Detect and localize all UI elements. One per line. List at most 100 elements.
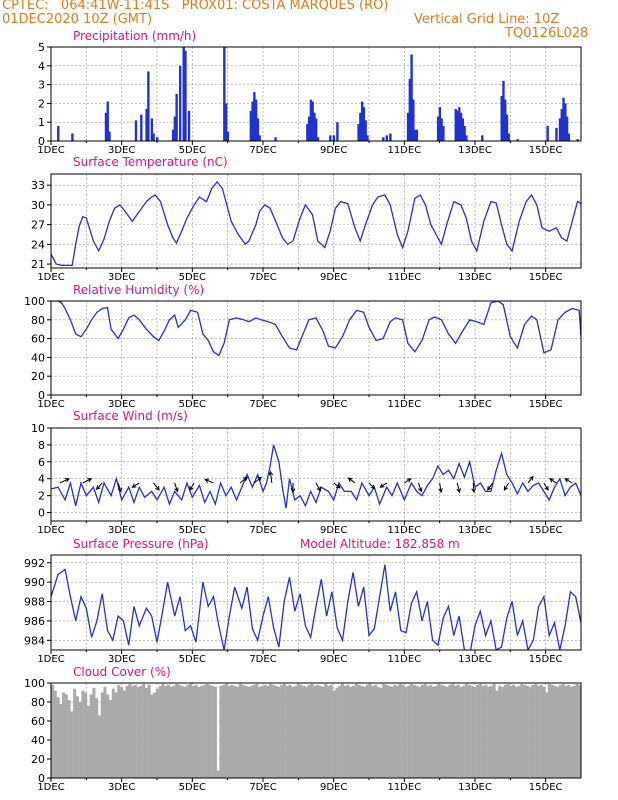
wind-arrow (543, 482, 549, 491)
y-tick-label: 21 (31, 258, 45, 271)
cloud-bar (525, 685, 529, 778)
cloud-bar (412, 684, 416, 778)
x-tick-label: 13DEC (458, 782, 492, 793)
cloud-bar (440, 684, 444, 778)
precip-bar (145, 109, 148, 141)
precip-bar (150, 118, 154, 141)
cloud-bar (51, 684, 55, 778)
cloud-bar (368, 683, 372, 778)
cloud-bar (139, 685, 143, 778)
x-tick-label: 15DEC (529, 399, 563, 410)
wind-arrow-head (316, 486, 321, 492)
wind-arrow-head (290, 488, 296, 494)
x-tick-label: 1DEC (37, 525, 64, 536)
precip-bar (502, 80, 505, 141)
cloud-bar (111, 688, 115, 778)
x-tick-label: 7DEC (249, 525, 276, 536)
cloud-bar (131, 685, 135, 778)
cloud-bar (539, 684, 543, 778)
y-tick-label: 40 (31, 351, 45, 364)
y-tick-label: 986 (24, 615, 45, 628)
y-tick-label: 33 (31, 179, 45, 192)
cloud-bar (462, 685, 466, 778)
wind-arrow (132, 482, 140, 488)
precip-bar (156, 137, 159, 141)
cloud-bar (227, 685, 231, 778)
precip-bar (187, 110, 191, 141)
wind-arrow (503, 482, 509, 491)
cloud-bar (164, 685, 168, 778)
wind-arrow-head (131, 483, 137, 488)
cloud-bar (536, 685, 540, 778)
cloud-bar (175, 683, 179, 778)
y-tick-label: 24 (31, 238, 45, 251)
cloud-bar (147, 684, 151, 778)
panel-5: 984 986 988 990 992 1DEC 3DEC 5DEC 7DEC 9DEC 11DEC… (24, 537, 582, 665)
cloud-bar (409, 683, 413, 778)
x-tick-label: 15DEC (529, 654, 563, 665)
cloud-bar (451, 683, 455, 778)
series-line (51, 301, 581, 357)
precip-bar (147, 71, 150, 141)
cloud-bar (550, 684, 554, 778)
cloud-bar (426, 685, 430, 778)
precip-bar (311, 101, 314, 141)
precip-bar (173, 116, 177, 141)
cloud-bar (172, 685, 176, 778)
x-tick-label: 5DEC (179, 525, 206, 536)
y-tick-label: 60 (31, 715, 45, 728)
wind-arrow-head (417, 487, 423, 493)
cloud-bar (523, 684, 527, 778)
cloud-bar (376, 686, 380, 778)
precip-bar (440, 118, 443, 141)
cloud-bar (246, 686, 251, 778)
x-tick-label: 13DEC (458, 145, 492, 156)
x-tick-label: 9DEC (320, 782, 347, 793)
cloud-bar (393, 684, 397, 778)
cloud-bar (67, 700, 71, 778)
wind-arrow-head (87, 478, 93, 483)
cloud-bar (56, 697, 60, 778)
panel-frame (50, 300, 582, 396)
wind-arrow-head (456, 488, 461, 494)
y-tick-label: 60 (31, 333, 45, 346)
precip-bar (408, 78, 412, 141)
precip-bar (565, 116, 569, 141)
cloud-bar (495, 690, 499, 778)
wind-arrow (456, 482, 460, 493)
cloud-bar (373, 684, 378, 778)
wind-arrow-head (529, 475, 534, 481)
cloud-bar (53, 690, 57, 778)
precip-bar (576, 139, 579, 141)
precip-bar (360, 101, 364, 141)
wind-arrow (82, 478, 92, 484)
wind-arrow (153, 482, 160, 491)
cloud-bar (420, 684, 424, 778)
cloud-bar (238, 683, 242, 778)
panel-frame (50, 554, 582, 651)
cloud-bar (81, 690, 85, 778)
cloud-bar (514, 686, 518, 778)
cloud-bar (442, 685, 447, 778)
cloud-bar (454, 685, 458, 778)
cloud-bar (70, 711, 74, 778)
x-tick-label: 1DEC (37, 272, 64, 283)
cloud-bar (177, 684, 182, 778)
cloud-bar (324, 683, 328, 778)
x-tick-label: 11DEC (387, 399, 421, 410)
x-tick-label: 1DEC (37, 654, 64, 665)
cloud-bar (202, 684, 206, 778)
cloud-bar (84, 692, 88, 778)
cloud-bar (122, 690, 126, 778)
cloud-bar (567, 684, 571, 778)
y-tick-label: 100 (24, 677, 45, 690)
cloud-bar (200, 685, 204, 778)
cloud-bar (478, 683, 482, 778)
cloud-bar (282, 683, 286, 778)
cloud-bar (189, 683, 193, 778)
wind-arrow-head (335, 483, 341, 489)
precip-bar (357, 124, 360, 141)
cloud-bar (97, 715, 101, 778)
cloud-bar (346, 684, 350, 778)
wind-arrow-head (471, 488, 477, 494)
